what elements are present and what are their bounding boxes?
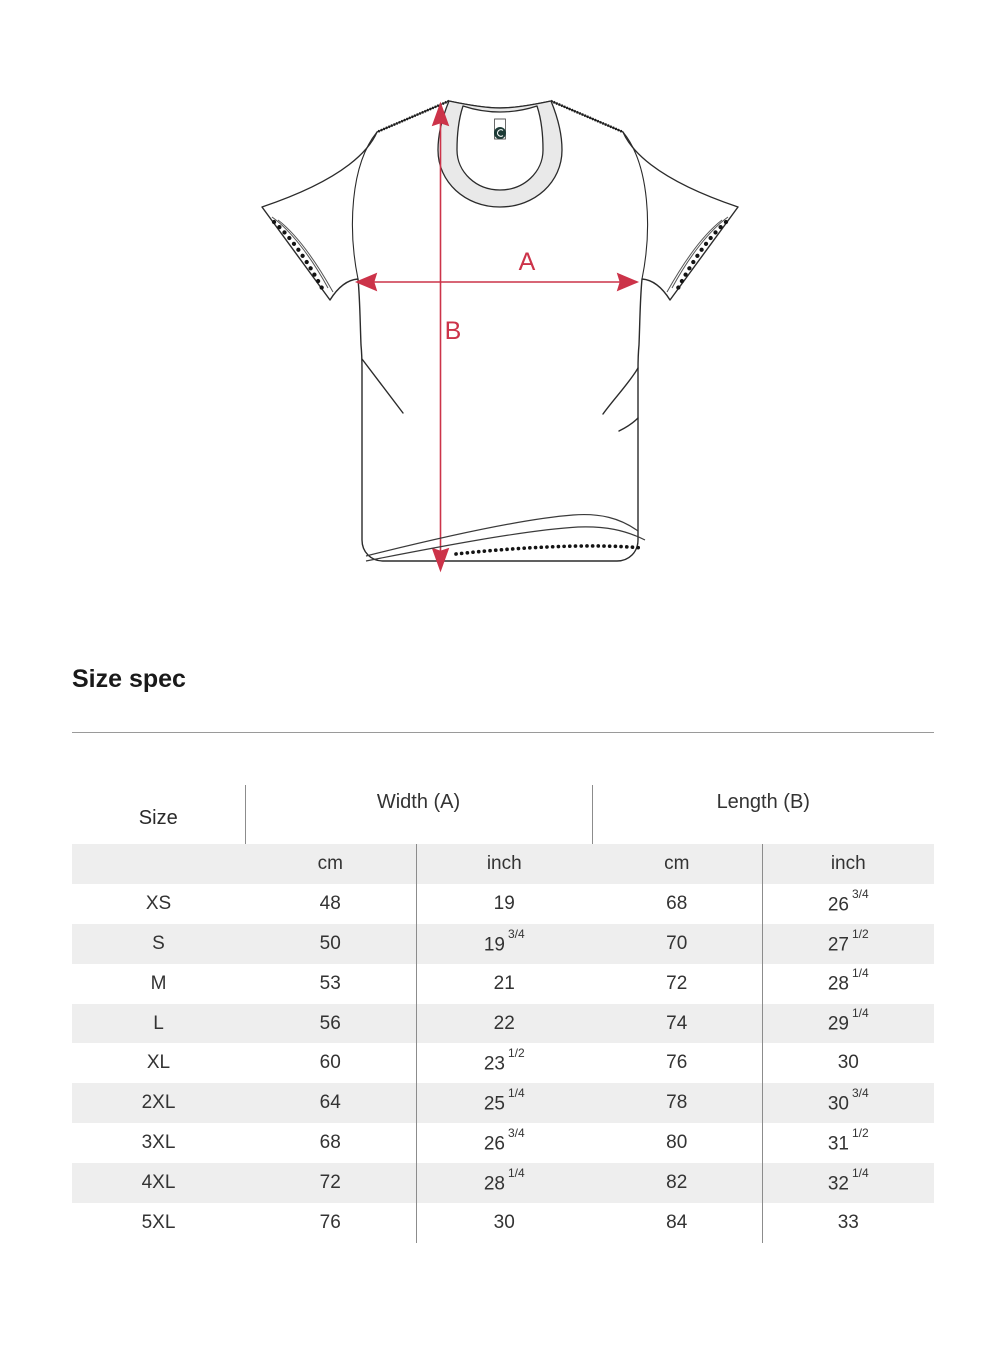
- svg-text:B: B: [445, 317, 462, 345]
- svg-text:A: A: [519, 248, 536, 276]
